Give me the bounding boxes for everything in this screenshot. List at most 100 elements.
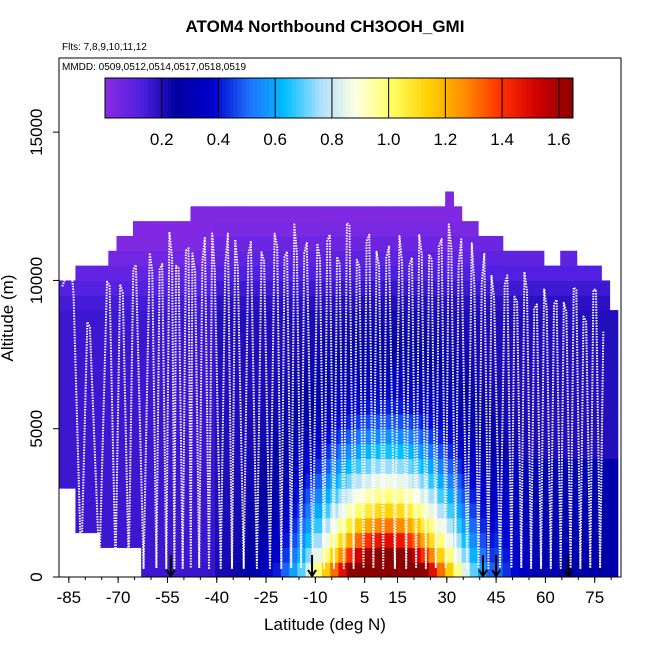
heatmap-cell [510, 488, 520, 504]
heatmap-cell [289, 280, 298, 296]
plot-frame [58, 57, 622, 578]
heatmap-cell [116, 458, 126, 474]
heatmap-cell [371, 235, 381, 252]
heatmap-cell [543, 502, 553, 519]
heatmap-cell [478, 413, 487, 430]
heatmap-cell [519, 473, 528, 489]
heatmap-cell [272, 265, 282, 282]
heatmap-cell [206, 206, 216, 222]
colorbar-swatch [409, 78, 414, 118]
heatmap-cell [289, 399, 298, 415]
heatmap-cell [256, 235, 266, 252]
colorbar-swatch [105, 78, 110, 118]
heatmap-cell [124, 235, 134, 252]
heatmap-cell [330, 339, 339, 356]
heatmap-cell [461, 443, 471, 459]
heatmap-cell [157, 562, 167, 577]
heatmap-cell [124, 488, 134, 504]
heatmap-cell [478, 250, 487, 267]
heatmap-cell [198, 532, 208, 548]
heatmap-cell [83, 458, 93, 474]
heatmap-cell [239, 295, 249, 311]
heatmap-cell [215, 369, 224, 385]
heatmap-cell [395, 517, 405, 534]
heatmap-cell [486, 488, 496, 504]
heatmap-cell [182, 384, 192, 400]
heatmap-cell [313, 324, 323, 341]
heatmap-cell [371, 473, 381, 489]
heatmap-cell [486, 562, 496, 577]
heatmap-cell [67, 295, 77, 311]
heatmap-cell [116, 384, 126, 400]
colorbar-swatch [249, 78, 254, 118]
heatmap-cell [560, 354, 570, 370]
heatmap-cell [149, 399, 159, 415]
heatmap-cell [346, 443, 356, 459]
heatmap-cell [338, 443, 348, 459]
heatmap-cell [609, 369, 619, 385]
heatmap-cell [469, 562, 479, 577]
heatmap-cell [593, 324, 602, 341]
heatmap-cell [519, 280, 528, 296]
heatmap-cell [157, 473, 167, 489]
heatmap-cell [59, 384, 68, 400]
colorbar-swatch [475, 78, 480, 118]
heatmap-cell [297, 310, 307, 326]
heatmap-cell [387, 324, 397, 341]
heatmap-cell [354, 488, 364, 504]
heatmap-cell [445, 324, 454, 341]
heatmap-cell [601, 354, 611, 370]
heatmap-cell [239, 443, 249, 459]
heatmap-cell [190, 399, 200, 415]
heatmap-cell [469, 384, 479, 400]
colorbar-swatch [483, 78, 488, 118]
heatmap-cell [354, 428, 364, 445]
heatmap-cell [215, 280, 224, 296]
heatmap-cell [272, 443, 282, 459]
heatmap-cell [535, 295, 545, 311]
heatmap-cell [494, 369, 504, 385]
heatmap-cell [354, 369, 364, 385]
heatmap-cell [223, 443, 233, 459]
heatmap-cell [206, 458, 216, 474]
heatmap-cell [313, 310, 323, 326]
heatmap-cell [239, 339, 249, 356]
heatmap-cell [527, 443, 537, 459]
heatmap-cell [132, 458, 142, 474]
heatmap-cell [83, 502, 93, 519]
heatmap-cell [404, 502, 413, 519]
heatmap-cell [116, 369, 126, 385]
heatmap-cell [535, 384, 545, 400]
heatmap-cell [223, 206, 233, 222]
heatmap-cell [404, 250, 413, 267]
heatmap-cell [371, 280, 381, 296]
heatmap-cell [174, 517, 183, 534]
heatmap-cell [297, 384, 307, 400]
heatmap-cell [272, 235, 282, 252]
heatmap-cell [174, 221, 183, 237]
heatmap-cell [157, 413, 167, 430]
heatmap-cell [527, 265, 537, 282]
heatmap-cell [502, 458, 512, 474]
heatmap-cell [174, 443, 183, 459]
heatmap-cell [149, 339, 159, 356]
heatmap-cell [412, 413, 422, 430]
heatmap-cell [395, 502, 405, 519]
heatmap-cell [116, 399, 126, 415]
colorbar-swatch [487, 78, 492, 118]
heatmap-cell [149, 517, 159, 534]
heatmap-cell [519, 458, 528, 474]
heatmap-cell [519, 517, 528, 534]
heatmap-cell [445, 458, 454, 474]
heatmap-cell [149, 221, 159, 237]
heatmap-cell [289, 428, 298, 445]
heatmap-cell [502, 339, 512, 356]
heatmap-cell [67, 354, 77, 370]
heatmap-cell [428, 562, 438, 577]
heatmap-cell [297, 473, 307, 489]
heatmap-cell [453, 235, 463, 252]
colorbar-swatch [225, 78, 231, 118]
heatmap-cell [445, 339, 454, 356]
heatmap-cell [560, 488, 570, 504]
heatmap-cell [510, 354, 520, 370]
